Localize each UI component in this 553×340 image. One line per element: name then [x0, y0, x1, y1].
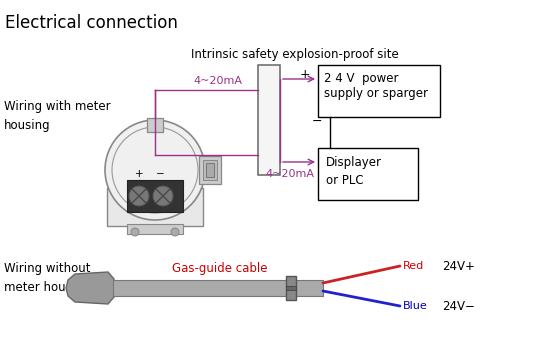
Bar [127, 180, 183, 212]
Text: −: − [155, 169, 164, 179]
Text: +: + [135, 169, 143, 179]
Bar [318, 65, 440, 117]
Circle shape [153, 186, 173, 206]
Text: Intrinsic safety explosion-proof site: Intrinsic safety explosion-proof site [191, 48, 399, 61]
Circle shape [105, 120, 205, 220]
Text: 24V+: 24V+ [442, 259, 475, 272]
Circle shape [131, 228, 139, 236]
Text: 4~20mA: 4~20mA [265, 169, 314, 179]
Bar [258, 65, 280, 175]
Bar [199, 156, 221, 184]
Text: 2 4 V  power: 2 4 V power [324, 72, 399, 85]
Circle shape [112, 127, 198, 213]
Text: 24V−: 24V− [442, 300, 475, 312]
Bar [127, 224, 183, 234]
Text: Blue: Blue [403, 301, 428, 311]
Text: or PLC: or PLC [326, 174, 364, 187]
Bar [147, 118, 163, 132]
Text: +: + [299, 68, 310, 82]
Text: Red: Red [403, 261, 424, 271]
Text: Electrical connection: Electrical connection [5, 14, 178, 32]
Bar [113, 280, 323, 296]
Text: Wiring without
meter housing: Wiring without meter housing [4, 262, 91, 294]
Circle shape [129, 186, 149, 206]
Bar [286, 286, 296, 290]
Bar [206, 163, 214, 177]
Bar [203, 160, 217, 180]
Polygon shape [66, 272, 114, 304]
Text: −: − [311, 115, 322, 128]
Text: Wiring with meter
housing: Wiring with meter housing [4, 100, 111, 132]
Text: 4~20mA: 4~20mA [193, 76, 242, 86]
Text: supply or sparger: supply or sparger [324, 87, 428, 100]
Bar [318, 148, 418, 200]
Bar [286, 276, 296, 300]
Text: Displayer: Displayer [326, 156, 382, 169]
Text: Gas-guide cable: Gas-guide cable [172, 262, 268, 275]
Bar [107, 188, 203, 226]
Circle shape [171, 228, 179, 236]
